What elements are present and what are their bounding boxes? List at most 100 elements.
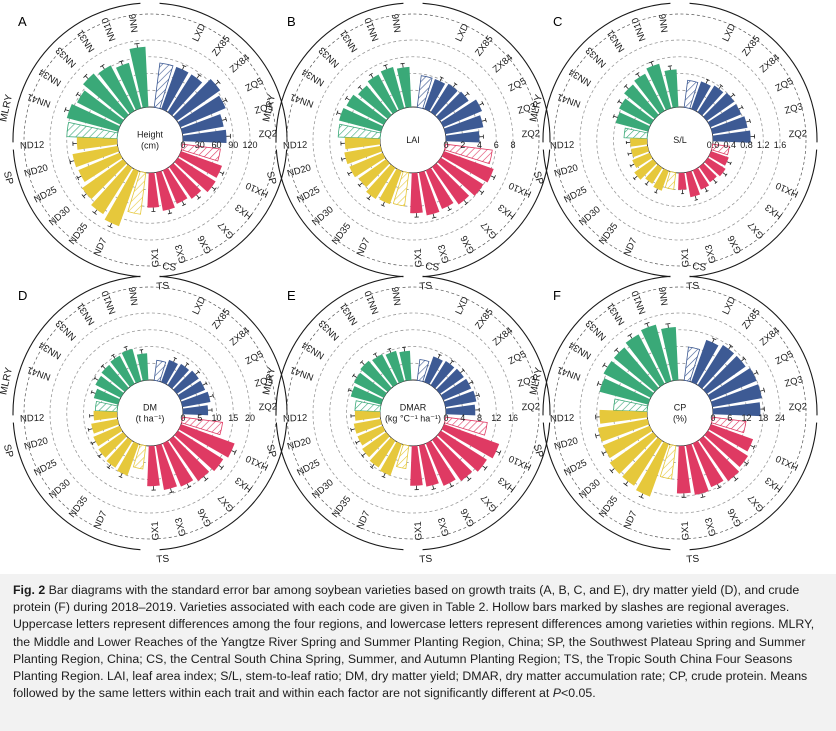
variety-label: NN31 xyxy=(338,301,360,327)
region-arc xyxy=(275,422,404,551)
bar-NN41 xyxy=(350,386,384,405)
error-bar-cap xyxy=(213,187,217,192)
variety-label: ZQ2 xyxy=(258,128,277,140)
error-bar xyxy=(618,100,623,104)
axis-tick-label: 30 xyxy=(195,140,205,150)
panel-letter: B xyxy=(287,14,296,29)
error-bar-cap xyxy=(359,360,364,364)
center-circle xyxy=(646,379,714,447)
error-bar-cap xyxy=(340,157,343,162)
bar-LXD xyxy=(424,356,443,385)
variety-label: ND20 xyxy=(553,163,579,180)
error-bar-cap xyxy=(749,118,751,123)
bar-NN33 xyxy=(613,347,659,392)
center-circle xyxy=(116,379,184,447)
panel-letter: D xyxy=(18,288,27,303)
error-bar-cap xyxy=(90,441,94,446)
axis-tick-label: 4 xyxy=(477,140,482,150)
bar-NN10 xyxy=(385,350,405,384)
bar-NN6 xyxy=(136,353,149,381)
grid-circle xyxy=(312,39,514,241)
variety-label: ND7 xyxy=(92,509,110,531)
axis-tick-label: 15 xyxy=(228,413,238,423)
variety-label: GX3 xyxy=(703,516,719,537)
variety-label: NN31 xyxy=(75,301,97,327)
error-bar xyxy=(182,65,185,70)
error-bar-cap xyxy=(694,199,699,201)
error-bar xyxy=(464,93,469,97)
error-bar xyxy=(141,349,143,354)
error-bar-cap xyxy=(498,450,502,456)
variety-label: NN34 xyxy=(300,339,326,361)
axis-tick-label: 0.8 xyxy=(740,140,753,150)
region-label: MLRY xyxy=(261,366,278,396)
error-bar xyxy=(628,152,633,155)
center-circle xyxy=(379,379,447,447)
bar-GX3 xyxy=(155,443,178,490)
error-bar xyxy=(463,200,467,204)
error-bar-cap xyxy=(644,322,650,325)
variety-label: GX6 xyxy=(726,506,745,528)
error-bar-cap xyxy=(354,441,358,445)
error-bar xyxy=(667,323,669,328)
bar-NN34 xyxy=(95,375,124,398)
variety-label: GX1 xyxy=(680,248,692,268)
error-bar-cap xyxy=(221,171,225,176)
error-bar-cap xyxy=(173,357,177,360)
error-bar xyxy=(760,389,765,392)
variety-label: ZX84 xyxy=(228,52,252,75)
center-label: S/L xyxy=(673,135,687,145)
outer-dashed-circle xyxy=(553,286,807,540)
bar-NN34 xyxy=(353,372,387,398)
axis-tick-label: 0 xyxy=(710,413,715,423)
error-bar xyxy=(76,93,81,97)
variety-label: ND25 xyxy=(562,184,589,205)
axis-tick-label: 4 xyxy=(460,413,465,423)
error-bar xyxy=(367,195,372,200)
error-bar xyxy=(222,99,227,103)
variety-label: ZQ5 xyxy=(507,349,528,367)
error-bar-cap xyxy=(360,454,364,458)
bar-HX10 xyxy=(708,424,754,452)
bar-NN34 xyxy=(77,90,124,125)
bar-average-TS xyxy=(181,416,224,436)
region-label: SP xyxy=(264,170,278,186)
error-bar-cap xyxy=(92,211,97,215)
variety-label: NN31 xyxy=(338,28,360,54)
bar-average-CS xyxy=(416,359,430,382)
panel-letter: A xyxy=(18,14,27,29)
region-arc xyxy=(422,149,551,278)
error-bar-cap xyxy=(729,161,732,165)
error-bar xyxy=(120,473,123,478)
variety-label: LXD xyxy=(721,22,739,44)
error-bar-cap xyxy=(212,393,215,398)
bar-ZQ2 xyxy=(445,404,476,416)
variety-label: ND20 xyxy=(23,163,49,180)
variety-label: NN33 xyxy=(584,44,609,69)
variety-label: ND12 xyxy=(20,140,45,152)
bar-HX10 xyxy=(178,151,223,178)
variety-label: ZX84 xyxy=(491,52,515,75)
error-bar xyxy=(209,395,214,398)
variety-label: GX6 xyxy=(726,233,745,255)
error-bar xyxy=(341,157,346,160)
error-bar-cap xyxy=(431,216,437,219)
bar-ND30 xyxy=(634,159,657,180)
variety-label: ND7 xyxy=(622,236,640,258)
bar-ND12 xyxy=(76,137,118,150)
error-bar-cap xyxy=(366,197,371,201)
bar-average-MLRY xyxy=(354,400,382,413)
bar-ND25 xyxy=(349,152,386,178)
bar-HX10 xyxy=(441,424,500,459)
variety-label: HX3 xyxy=(496,201,517,221)
region-arc xyxy=(275,2,404,143)
bar-ZX85 xyxy=(167,74,203,116)
error-bar-cap xyxy=(480,190,485,195)
grid-circle xyxy=(346,346,480,480)
variety-label: ND20 xyxy=(23,436,49,453)
error-bar xyxy=(595,434,600,437)
axis-tick-label: 8 xyxy=(477,413,482,423)
error-bar xyxy=(98,453,103,457)
variety-label: NN33 xyxy=(54,317,79,342)
bar-NN33 xyxy=(83,73,129,119)
